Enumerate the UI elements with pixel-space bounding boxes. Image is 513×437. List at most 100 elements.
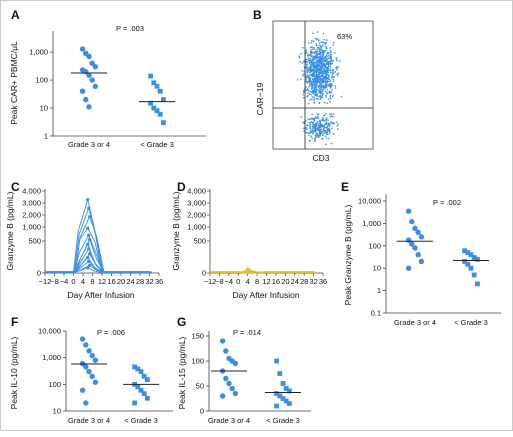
panel-b-event (333, 81, 334, 82)
panel-g-point (220, 393, 225, 398)
panel-a-point (83, 97, 88, 102)
panel-b-event (321, 86, 322, 87)
panel-e-xtick-0: Grade 3 or 4 (394, 318, 436, 327)
panel-b-event (316, 56, 317, 57)
panel-c-peak-point (87, 247, 90, 250)
panel-b-event (319, 73, 320, 74)
panel-b-event (311, 136, 312, 137)
panel-label-b: B (253, 8, 262, 22)
panel-a-ytick-label: 1 (44, 132, 48, 141)
panel-b-event (330, 123, 331, 124)
panel-b-event (311, 92, 312, 93)
panel-b-event (303, 74, 304, 75)
panel-b-event (302, 63, 303, 64)
panel-b-event (305, 127, 306, 128)
panel-b-event (307, 93, 308, 94)
panel-b-event (313, 99, 314, 100)
panel-b-event (317, 47, 318, 48)
panel-f-ytick-label: 1,000 (42, 353, 61, 362)
panel-b-event (313, 47, 314, 48)
panel-b-event (297, 79, 298, 80)
panel-f-point (80, 336, 85, 341)
panel-b-event (325, 91, 326, 92)
panel-e-point (406, 209, 411, 214)
panel-b-event (331, 89, 332, 90)
panel-b-event (335, 71, 336, 72)
panel-b-event (320, 78, 321, 79)
panel-b-event (310, 49, 311, 50)
panel-b-event (337, 75, 338, 76)
panel-b-event (318, 137, 319, 138)
panel-b-event (318, 59, 319, 60)
panel-b-event (320, 66, 321, 67)
panel-b-event (315, 116, 316, 117)
panel-b-event (327, 52, 328, 53)
panel-b-event (309, 74, 310, 75)
panel-d-axes (210, 189, 323, 273)
panel-f-point (93, 380, 98, 385)
panel-b-event (336, 122, 337, 123)
panel-b-event (312, 96, 313, 97)
panel-f-ytick-label: 10,000 (38, 327, 61, 336)
panel-b-event (322, 44, 323, 45)
panel-b-event (309, 140, 310, 141)
panel-b-event (310, 65, 311, 66)
panel-b-event (319, 42, 320, 43)
panel-b-event (336, 60, 337, 61)
panel-b-event (325, 83, 326, 84)
panel-b-event (311, 118, 312, 119)
panel-d-xtick-label: 8 (255, 277, 259, 286)
panel-c-xtick-label: 8 (90, 277, 94, 286)
panel-b-event (313, 119, 314, 120)
panel-c-xtick-label: 16 (107, 277, 115, 286)
panel-b-event (325, 119, 326, 120)
panel-b-event (303, 130, 304, 131)
panel-b-event (326, 117, 327, 118)
panel-b-event (324, 102, 325, 103)
panel-b-event (313, 60, 314, 61)
panel-b-event (312, 52, 313, 53)
panel-c-ytick-label: 2,000 (22, 211, 41, 220)
panel-g-point (233, 391, 238, 396)
panel-b-event (326, 87, 327, 88)
panel-a-xtick-0: Grade 3 or 4 (68, 140, 110, 149)
panel-f-point (83, 364, 88, 369)
panel-d-ytick-label: 500 (193, 237, 206, 246)
panel-b-event (330, 54, 331, 55)
panel-c-ytick-label: 1,000 (22, 223, 41, 232)
panel-b-event (330, 57, 331, 58)
panel-d-xtick-label: 20 (281, 277, 289, 286)
panel-b-event (325, 70, 326, 71)
panel-b-event (319, 86, 320, 87)
panel-a-point (80, 46, 85, 51)
panel-c-ytick-label: 3,000 (22, 199, 41, 208)
panel-b-event (314, 51, 315, 52)
panel-g-point (274, 404, 279, 409)
panel-b-event (328, 81, 329, 82)
panel-b-event (306, 66, 307, 67)
panel-e-point (419, 234, 424, 239)
panel-b-event (330, 95, 331, 96)
panel-g-ytick-label: 50 (196, 382, 204, 391)
panel-a-point (86, 54, 91, 59)
panel-b-event (319, 133, 320, 134)
panel-b-event (325, 144, 326, 145)
panel-b-event (328, 84, 329, 85)
panel-b-event (311, 75, 312, 76)
panel-b-event (325, 96, 326, 97)
panel-b-event (319, 58, 320, 59)
panel-b-event (320, 98, 321, 99)
panel-b-event (309, 94, 310, 95)
panel-f-ytick-label: 10 (53, 407, 61, 416)
panel-b-event (323, 133, 324, 134)
panel-a-point (80, 89, 85, 94)
panel-c-xtick-label: 0 (71, 277, 75, 286)
panel-b-event (313, 70, 314, 71)
panel-label-f: F (11, 315, 18, 329)
panel-d-xtick-label: −8 (215, 277, 224, 286)
panel-b-event (321, 46, 322, 47)
panel-g-point (274, 359, 279, 364)
panel-b-event (327, 53, 328, 54)
panel-b-event (329, 47, 330, 48)
panel-b-event (311, 94, 312, 95)
